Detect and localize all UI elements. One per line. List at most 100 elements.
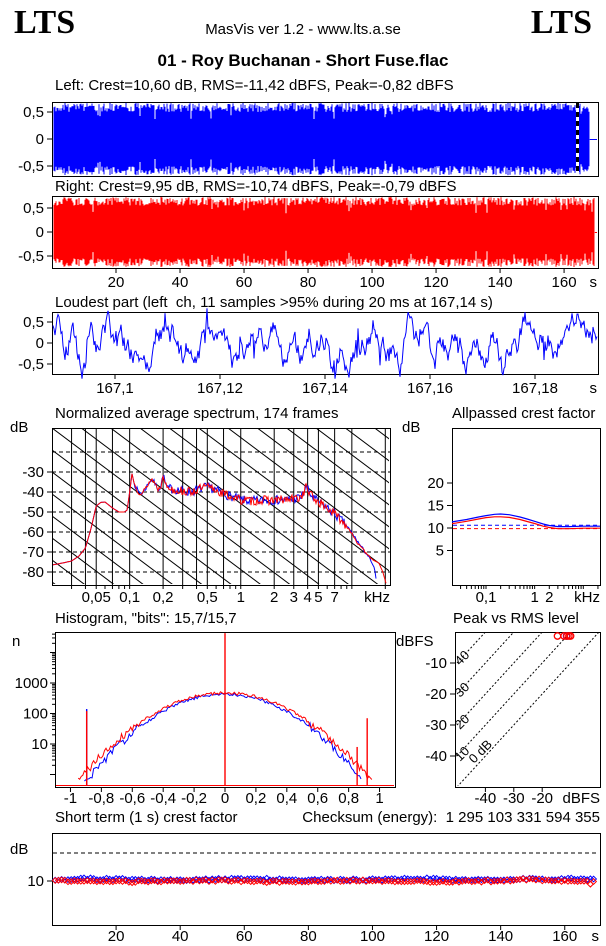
shortterm-ylabel: dB [10, 841, 29, 858]
svg-text:20: 20 [452, 711, 473, 732]
app-version: MasVis ver 1.2 - www.lts.a.se [205, 21, 401, 38]
svg-text:-0,5: -0,5 [18, 248, 44, 265]
svg-text:40: 40 [172, 274, 189, 291]
svg-text:100: 100 [360, 928, 385, 945]
svg-text:s: s [592, 928, 600, 945]
svg-text:-0,4: -0,4 [150, 790, 176, 807]
svg-text:0,5: 0,5 [23, 104, 44, 121]
svg-text:30: 30 [452, 679, 473, 700]
svg-text:s: s [590, 380, 598, 397]
svg-text:1: 1 [375, 790, 383, 807]
svg-text:-0,2: -0,2 [181, 790, 207, 807]
svg-text:4: 4 [303, 589, 311, 606]
svg-text:167,16: 167,16 [407, 380, 453, 397]
svg-text:80: 80 [300, 274, 317, 291]
logo-left: LTS [14, 4, 76, 41]
svg-text:20: 20 [108, 274, 125, 291]
svg-text:10: 10 [27, 873, 44, 890]
histogram-title: Histogram, "bits": 15,7/15,7 [55, 610, 237, 627]
allpass-title: Allpassed crest factor [452, 405, 596, 422]
track-title: 01 - Roy Buchanan - Short Fuse.flac [157, 51, 449, 70]
histogram-ylabel: n [12, 633, 21, 650]
svg-text:20: 20 [427, 475, 444, 492]
svg-text:-80: -80 [22, 564, 44, 581]
svg-text:-0,8: -0,8 [88, 790, 114, 807]
svg-text:0,05: 0,05 [82, 589, 111, 606]
svg-text:0,2: 0,2 [245, 790, 266, 807]
left-channel-stats: Left: Crest=10,60 dB, RMS=-11,42 dBFS, P… [55, 77, 454, 94]
svg-text:-40: -40 [425, 748, 447, 765]
svg-text:0: 0 [221, 790, 229, 807]
svg-text:5: 5 [314, 589, 322, 606]
loudest-part-title: Loudest part (left ch, 11 samples >95% d… [55, 294, 493, 311]
svg-text:0,4: 0,4 [276, 790, 297, 807]
svg-text:2: 2 [545, 589, 553, 606]
svg-text:-20: -20 [531, 790, 553, 807]
svg-text:0: 0 [36, 224, 44, 241]
right-channel-stats: Right: Crest=9,95 dB, RMS=-10,74 dBFS, P… [55, 178, 457, 195]
svg-text:120: 120 [424, 928, 449, 945]
svg-text:0 dB: 0 dB [466, 737, 496, 767]
svg-text:1: 1 [530, 589, 538, 606]
svg-text:0,1: 0,1 [119, 589, 140, 606]
svg-text:dBFS: dBFS [562, 790, 600, 807]
logo-right: LTS [530, 4, 592, 41]
svg-text:-60: -60 [22, 524, 44, 541]
svg-text:60: 60 [236, 274, 253, 291]
svg-text:-0,5: -0,5 [18, 158, 44, 175]
svg-text:0,5: 0,5 [23, 200, 44, 217]
svg-text:140: 140 [488, 928, 513, 945]
checksum: Checksum (energy): 1 295 103 331 594 355 [302, 809, 600, 826]
svg-text:-1: -1 [64, 790, 77, 807]
svg-text:40: 40 [172, 928, 189, 945]
peak-rms-ylabel: dBFS [396, 633, 434, 650]
svg-text:s: s [590, 274, 598, 291]
spectrum-ylabel: dB [10, 419, 29, 436]
svg-text:60: 60 [236, 928, 253, 945]
svg-text:-20: -20 [425, 686, 447, 703]
shortterm-title: Short term (1 s) crest factor [55, 809, 238, 826]
svg-text:0,2: 0,2 [153, 589, 174, 606]
svg-text:7: 7 [330, 589, 338, 606]
allpass-ylabel: dB [402, 419, 421, 436]
svg-text:-0,6: -0,6 [119, 790, 145, 807]
svg-text:0,1: 0,1 [476, 589, 497, 606]
svg-text:-50: -50 [22, 504, 44, 521]
svg-text:-30: -30 [503, 790, 525, 807]
svg-text:10: 10 [31, 736, 48, 753]
svg-text:1: 1 [237, 589, 245, 606]
svg-text:kHz: kHz [364, 589, 390, 606]
svg-text:167,14: 167,14 [302, 380, 348, 397]
svg-text:-30: -30 [425, 717, 447, 734]
svg-text:-0,5: -0,5 [18, 356, 44, 373]
svg-text:0,5: 0,5 [197, 589, 218, 606]
svg-text:167,1: 167,1 [96, 380, 134, 397]
svg-text:167,12: 167,12 [197, 380, 243, 397]
svg-text:100: 100 [23, 706, 48, 723]
svg-text:160: 160 [552, 274, 577, 291]
svg-text:120: 120 [424, 274, 449, 291]
svg-text:100: 100 [360, 274, 385, 291]
svg-text:15: 15 [427, 498, 444, 515]
peak-rms-title: Peak vs RMS level [453, 610, 579, 627]
svg-text:-40: -40 [475, 790, 497, 807]
svg-text:40: 40 [452, 647, 473, 668]
svg-text:kHz: kHz [574, 589, 600, 606]
svg-text:167,18: 167,18 [512, 380, 558, 397]
svg-text:10: 10 [427, 520, 444, 537]
svg-text:-30: -30 [22, 464, 44, 481]
svg-text:2: 2 [270, 589, 278, 606]
svg-text:160: 160 [552, 928, 577, 945]
svg-text:0,6: 0,6 [307, 790, 328, 807]
svg-text:1000: 1000 [15, 675, 48, 692]
svg-text:0: 0 [36, 131, 44, 148]
svg-text:0,5: 0,5 [23, 314, 44, 331]
svg-text:5: 5 [436, 543, 444, 560]
spectrum-title: Normalized average spectrum, 174 frames [55, 405, 339, 422]
svg-text:3: 3 [290, 589, 298, 606]
svg-text:0,8: 0,8 [338, 790, 359, 807]
svg-text:-40: -40 [22, 484, 44, 501]
svg-text:20: 20 [108, 928, 125, 945]
svg-text:0: 0 [36, 335, 44, 352]
